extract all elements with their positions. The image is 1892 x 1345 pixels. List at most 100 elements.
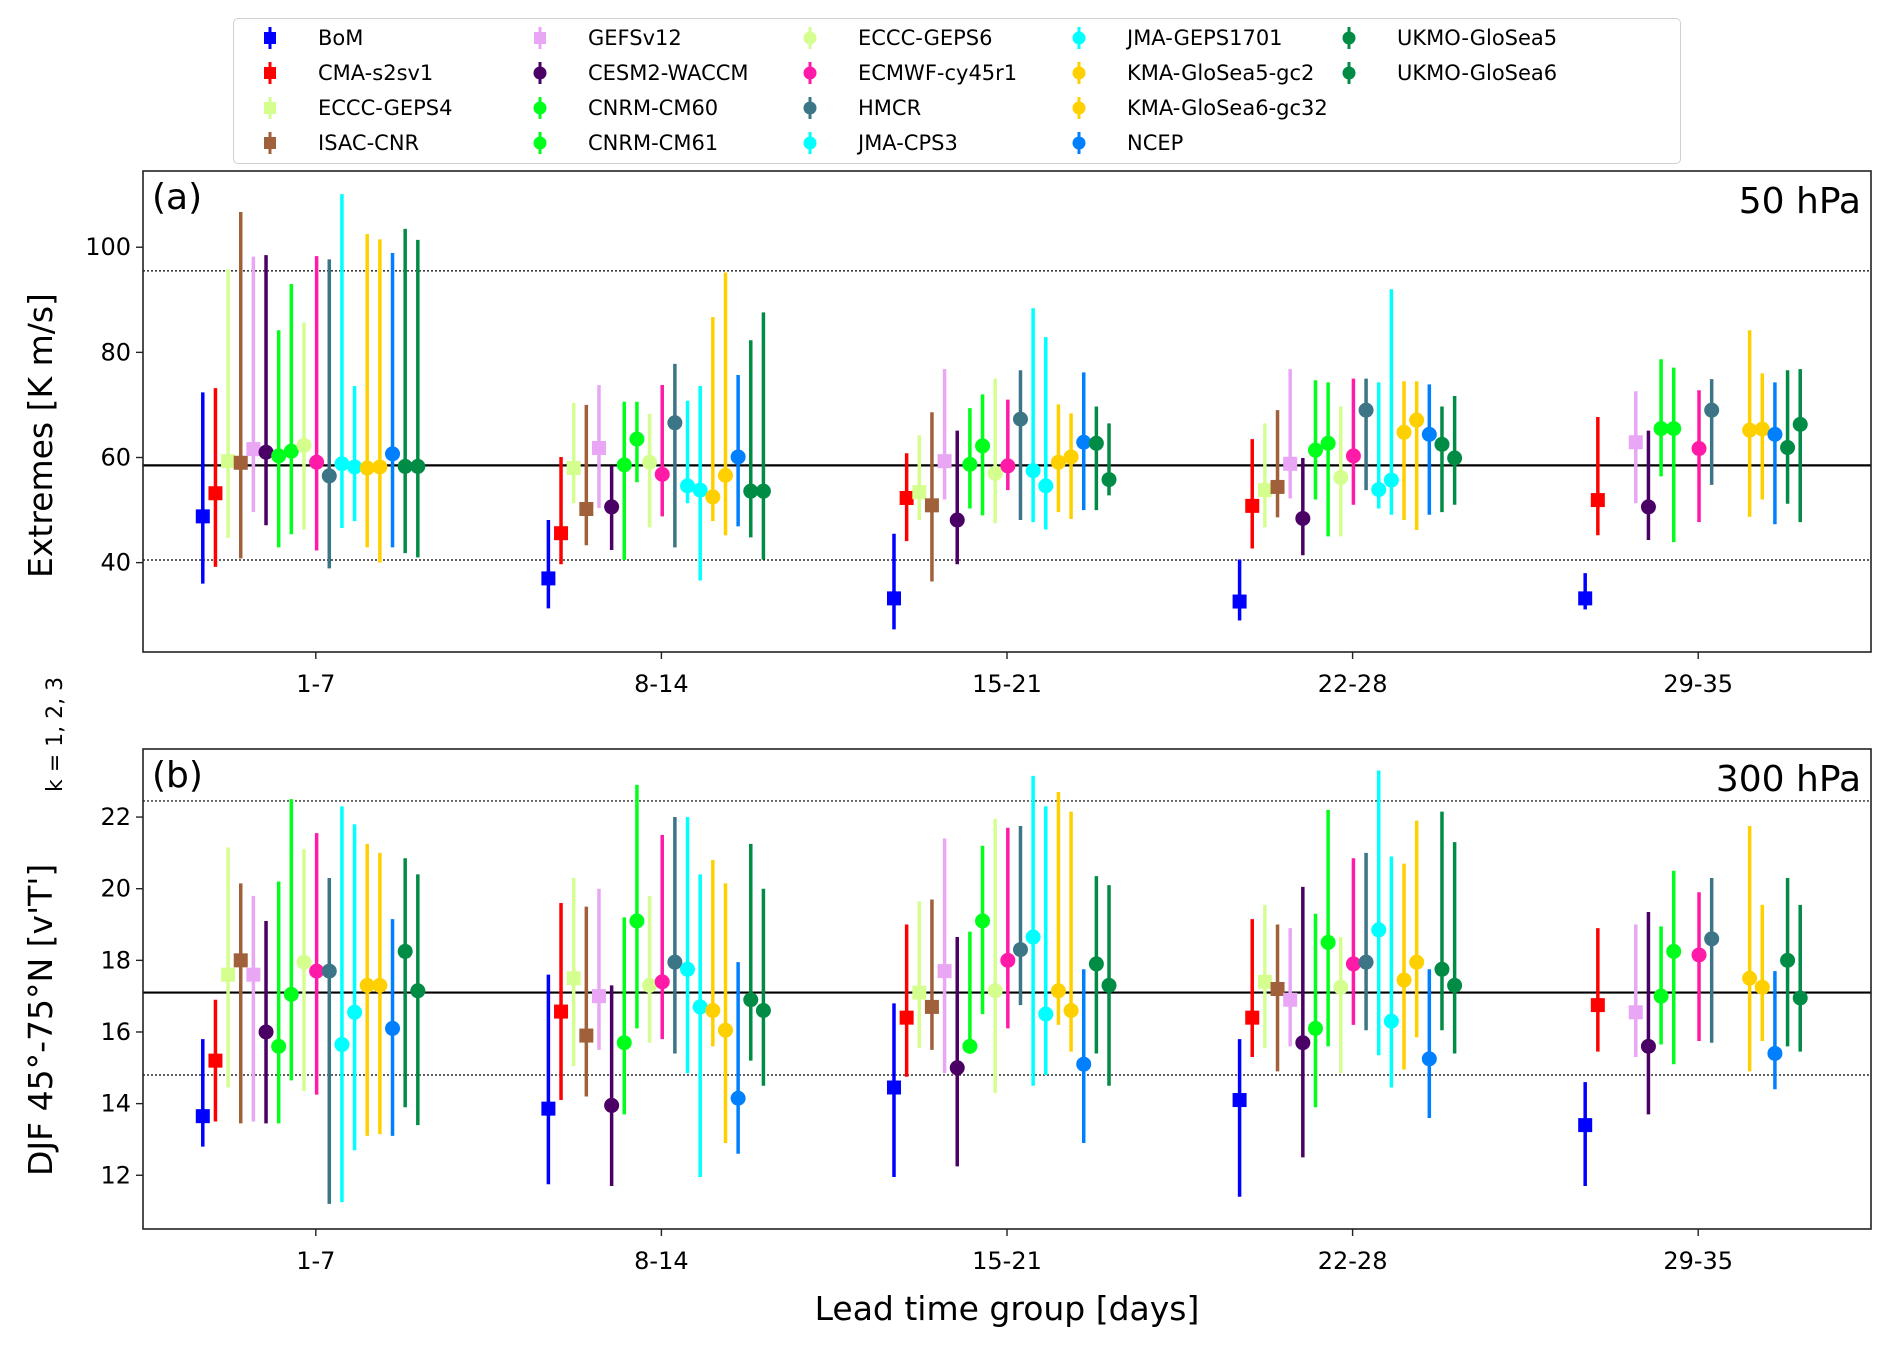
data-point-circle [1640,1038,1656,1054]
data-point-circle [987,465,1003,481]
data-point-circle [616,1035,632,1051]
data-point-square [246,967,261,982]
y-tick-label: 12 [100,1161,131,1189]
data-point-square [1232,1093,1247,1108]
data-point-circle [1666,421,1682,437]
data-point-square [579,1028,594,1043]
data-point-square [924,498,939,513]
data-point-circle [1063,1002,1079,1018]
legend-item: ECCC-GEPS6 [792,21,993,55]
legend-label: ECMWF-cy45r1 [858,61,1018,85]
data-point-circle [1371,922,1387,938]
data-point-circle [1088,435,1104,451]
data-point-circle [1434,436,1450,452]
data-point-square [1578,1118,1593,1133]
data-point-square [233,455,248,470]
square-marker-icon [264,27,276,49]
data-point-circle [271,448,287,464]
data-point-circle [1742,422,1758,438]
data-point-circle [692,999,708,1015]
y-tick-label: 100 [85,233,131,261]
data-point-circle [717,1022,733,1038]
data-point-circle [1038,1006,1054,1022]
data-point-circle [654,466,670,482]
data-point-square [886,591,901,606]
data-point-square [591,989,606,1004]
data-point-circle [1447,977,1463,993]
data-point-square [554,526,569,541]
data-point-circle [705,489,721,505]
data-point-circle [755,483,771,499]
circle-marker-icon [1072,62,1086,84]
legend-label: ECCC-GEPS4 [318,96,453,120]
data-point-circle [1000,952,1016,968]
x-tick-label: 15-21 [972,1247,1042,1275]
legend-label: CMA-s2sv1 [318,61,434,85]
data-point-circle [1691,947,1707,963]
data-point-circle [962,456,978,472]
data-point-circle [1383,1013,1399,1029]
data-point-circle [359,977,375,993]
legend-label: GEFSv12 [588,26,682,50]
data-point-square [937,454,952,469]
data-point-circle [629,431,645,447]
data-point-circle [359,460,375,476]
y-axis-title: DJF 45°-75°N [v'T'] [21,864,60,1176]
data-point-circle [987,983,1003,999]
panel-label: (a) [152,177,202,218]
y-tick-label: 60 [100,443,131,471]
circle-marker-icon [803,27,817,49]
data-point-circle [1038,478,1054,494]
data-point-circle [347,1004,363,1020]
legend-label: KMA-GloSea5-gc2 [1127,61,1315,85]
data-point-square [1578,591,1593,606]
data-point-circle [949,1060,965,1076]
data-point-circle [385,1020,401,1036]
legend-label: ISAC-CNR [318,131,420,155]
data-point-circle [1754,421,1770,437]
data-point-circle [1307,1020,1323,1036]
circle-marker-icon [803,62,817,84]
data-point-circle [296,954,312,970]
data-point-circle [1653,988,1669,1004]
data-point-square [221,967,236,982]
data-point-circle [975,438,991,454]
data-point-square [937,964,952,979]
data-point-circle [1295,1035,1311,1051]
data-point-circle [1447,450,1463,466]
y-tick-label: 40 [100,549,131,577]
legend-label: JMA-CPS3 [858,131,958,155]
data-point-circle [296,437,312,453]
legend-item: UKMO-GloSea6 [1331,56,1557,90]
circle-marker-icon [1072,27,1086,49]
panel-a: 40 60 80 100 1-7 8-14 15-21 22-28 29-35 (a) 50 hPa [85,170,1872,698]
data-point-square [1283,456,1298,471]
data-point-square [554,1004,569,1019]
data-point-circle [1333,979,1349,995]
data-point-circle [1345,448,1361,464]
pressure-level-label: 50 hPa [1739,181,1861,222]
data-point-circle [1050,454,1066,470]
data-point-circle [1025,463,1041,479]
data-point-circle [717,467,733,483]
data-point-circle [1345,956,1361,972]
circle-marker-icon [1342,27,1356,49]
data-point-circle [410,983,426,999]
y-tick-label: 14 [100,1090,131,1118]
data-point-square [899,1010,914,1025]
data-point-circle [258,444,274,460]
legend-item: JMA-GEPS1701 [1061,21,1283,55]
data-point-square [1628,435,1643,450]
data-point-circle [372,977,388,993]
x-tick-label: 22-28 [1318,1247,1388,1275]
x-tick-label: 29-35 [1663,670,1733,698]
data-point-circle [1012,411,1028,427]
legend-label: CNRM-CM61 [588,131,719,155]
data-point-circle [258,1024,274,1040]
x-tick-label: 29-35 [1663,1247,1733,1275]
data-point-circle [692,482,708,498]
data-point-circle [410,458,426,474]
square-marker-icon [264,62,276,84]
data-point-circle [962,1038,978,1054]
